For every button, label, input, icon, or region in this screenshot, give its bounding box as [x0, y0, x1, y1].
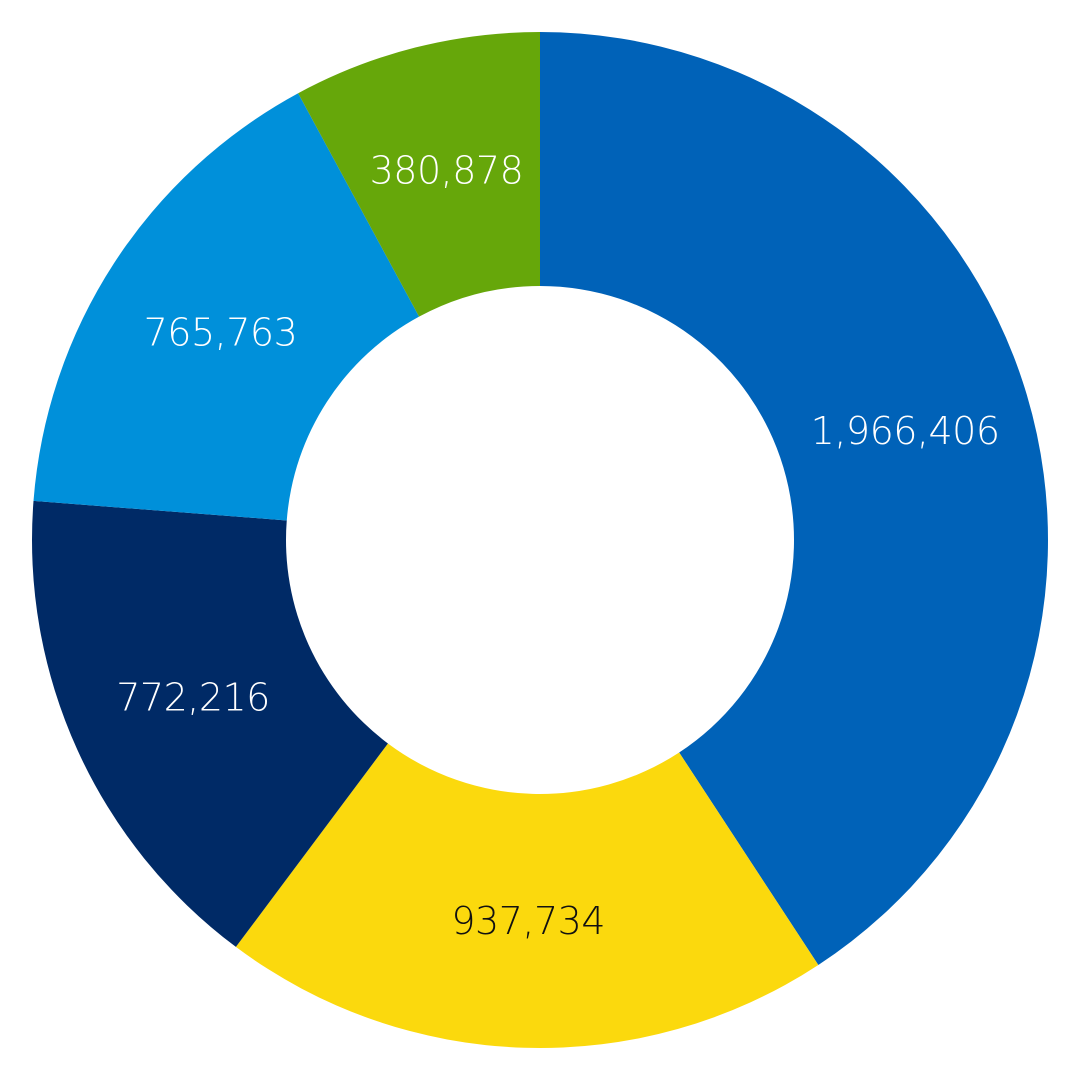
data-label-4: 380,878 — [370, 149, 524, 193]
data-label-0: 1,966,406 — [811, 409, 1000, 453]
donut-slice-4 — [298, 31, 540, 317]
donut-slice-0 — [540, 32, 1048, 965]
data-label-3: 765,763 — [144, 311, 298, 355]
donut-slice-2 — [31, 500, 388, 947]
donut-slice-3 — [33, 93, 420, 521]
data-label-2: 772,216 — [116, 675, 270, 719]
donut-slice-1 — [235, 743, 819, 1048]
donut-slices — [31, 31, 1048, 1048]
data-label-1: 937,734 — [451, 899, 605, 943]
donut-labels: 1,966,406 937,734 772,216 765,763 380,878 — [116, 149, 1000, 943]
